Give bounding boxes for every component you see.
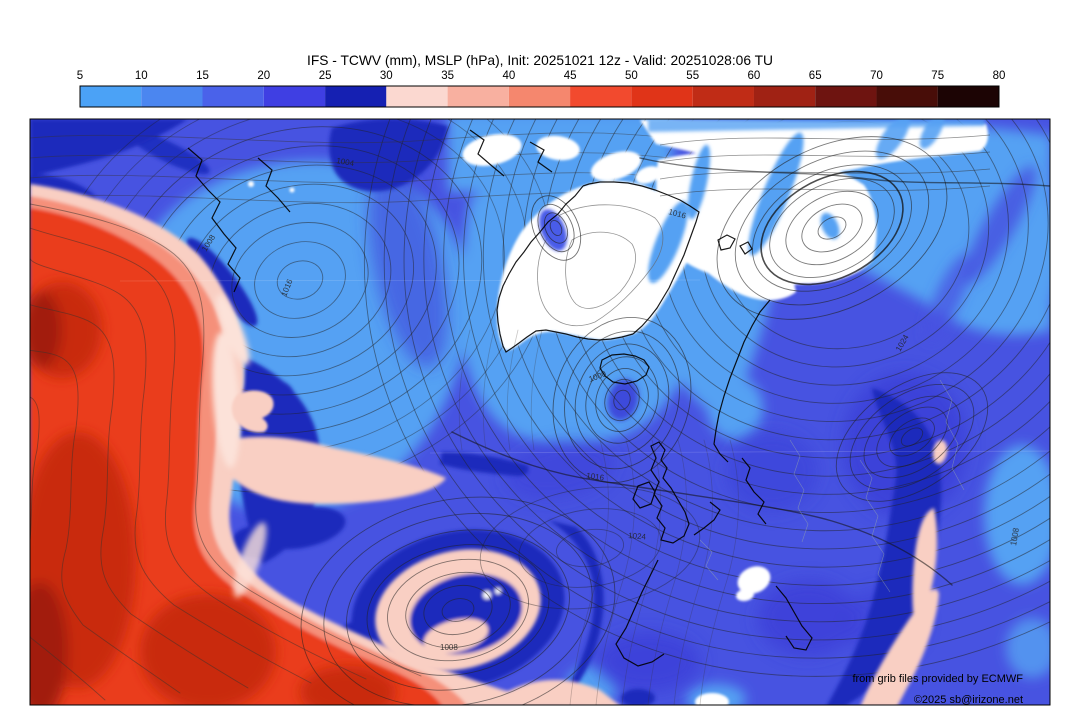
svg-text:1008: 1008: [440, 643, 458, 652]
svg-text:70: 70: [870, 70, 883, 82]
svg-text:35: 35: [441, 70, 454, 82]
svg-text:40: 40: [503, 70, 516, 82]
svg-text:65: 65: [809, 70, 822, 82]
svg-text:80: 80: [993, 70, 1006, 82]
svg-text:75: 75: [931, 70, 944, 82]
svg-text:1004: 1004: [336, 156, 356, 168]
svg-text:25: 25: [319, 70, 332, 82]
svg-text:5: 5: [77, 70, 83, 82]
svg-text:1016: 1016: [586, 471, 605, 482]
svg-text:50: 50: [625, 70, 638, 82]
svg-text:45: 45: [564, 70, 577, 82]
svg-text:30: 30: [380, 70, 393, 82]
svg-text:1008: 1008: [1009, 527, 1021, 547]
svg-text:1024: 1024: [628, 531, 647, 542]
svg-text:55: 55: [686, 70, 699, 82]
svg-text:IFS - TCWV (mm), MSLP (hPa), I: IFS - TCWV (mm), MSLP (hPa), Init: 20251…: [307, 53, 773, 68]
svg-text:©2025 sb@irizone.net: ©2025 sb@irizone.net: [914, 694, 1023, 706]
svg-text:20: 20: [257, 70, 270, 82]
svg-text:15: 15: [196, 70, 209, 82]
svg-text:10: 10: [135, 70, 148, 82]
svg-text:from grib files provided by EC: from grib files provided by ECMWF: [852, 673, 1023, 685]
svg-text:60: 60: [748, 70, 761, 82]
